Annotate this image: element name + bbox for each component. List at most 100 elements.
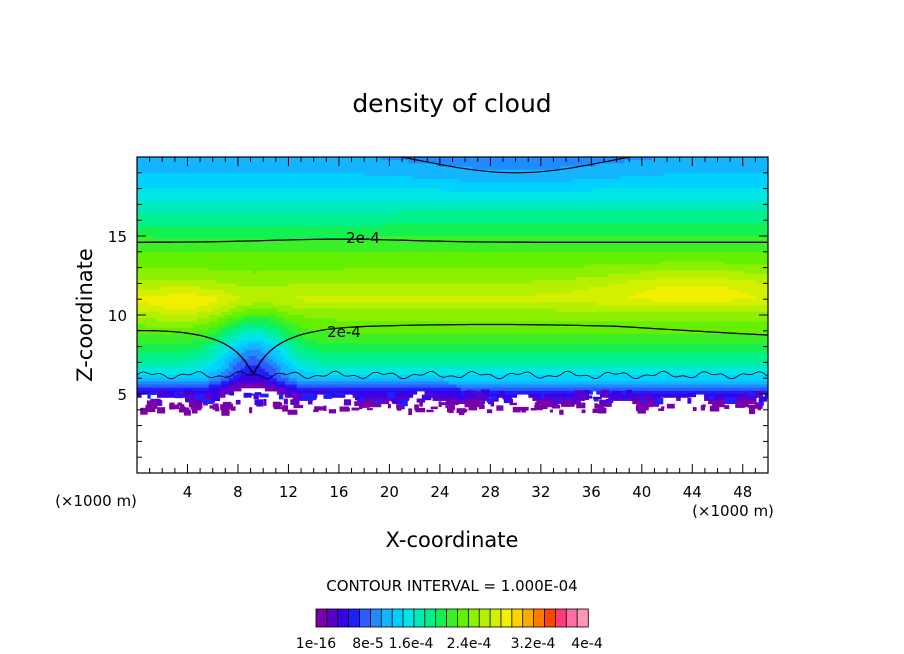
density-cell [616, 194, 621, 199]
density-cell [576, 175, 581, 180]
density-cell [412, 166, 418, 171]
density-cell [704, 160, 709, 164]
density-cell [436, 226, 442, 231]
density-cell [572, 239, 577, 243]
density-cell [568, 239, 573, 243]
density-cell [236, 210, 242, 215]
density-cell [240, 169, 246, 174]
density-cell [232, 188, 238, 193]
density-cell [664, 160, 669, 164]
density-cell [700, 213, 705, 218]
density-cell [692, 160, 697, 164]
density-cell [616, 251, 621, 256]
density-cell [452, 179, 458, 183]
density-cell [340, 157, 346, 161]
density-cell [632, 198, 637, 202]
density-cell [432, 166, 438, 171]
density-cell [328, 182, 334, 187]
density-cell [700, 175, 705, 180]
density-cell [156, 236, 162, 240]
density-cell [692, 182, 697, 187]
density-cell [500, 245, 506, 250]
density-cell [220, 213, 226, 218]
density-cell [416, 223, 422, 228]
density-cell [564, 172, 569, 177]
density-cell [548, 163, 553, 168]
density-cell [680, 169, 685, 174]
density-cell [384, 251, 390, 256]
density-cell [372, 242, 378, 247]
density-cell [396, 220, 402, 224]
density-cell [428, 172, 434, 177]
density-cell [272, 179, 278, 183]
density-cell [752, 210, 757, 215]
density-cell [528, 229, 533, 234]
density-cell [220, 204, 226, 209]
density-cell [152, 160, 158, 164]
density-cell [636, 191, 641, 196]
density-cell [420, 226, 426, 231]
density-cell [608, 210, 613, 215]
density-cell [200, 175, 206, 180]
density-cell [688, 191, 693, 196]
density-cell [740, 172, 745, 177]
density-cell [340, 166, 346, 171]
density-cell [300, 213, 306, 218]
density-cell [176, 229, 182, 234]
density-cell [752, 175, 757, 180]
density-cell [436, 182, 442, 187]
density-cell [372, 182, 378, 187]
density-cell [164, 194, 170, 199]
density-cell [412, 217, 418, 221]
density-cell [632, 251, 637, 256]
density-cell [300, 204, 306, 209]
density-cell [228, 201, 234, 205]
density-cell [288, 210, 294, 215]
density-cell [712, 236, 717, 240]
density-cell [364, 201, 370, 205]
density-cell [620, 251, 625, 256]
density-cell [504, 198, 510, 202]
density-cell [396, 198, 402, 202]
density-cell [364, 220, 370, 224]
density-cell [424, 232, 430, 237]
density-cell [236, 179, 242, 183]
density-cell [280, 239, 286, 243]
density-cell [444, 242, 450, 247]
density-cell [716, 204, 721, 209]
density-cell [220, 245, 226, 250]
density-cell [636, 160, 641, 164]
density-cell [304, 242, 310, 247]
density-cell [500, 201, 506, 205]
density-cell [672, 204, 677, 209]
density-cell [656, 210, 661, 215]
density-cell [436, 169, 442, 174]
density-cell [232, 254, 238, 259]
density-cell [332, 201, 338, 205]
density-cell [360, 226, 366, 231]
density-cell [224, 175, 230, 180]
density-cell [208, 160, 214, 164]
density-cell [464, 217, 470, 221]
density-cell [364, 239, 370, 243]
density-cell [356, 169, 362, 174]
density-cell [700, 223, 705, 228]
density-cell [576, 163, 581, 168]
density-cell [148, 232, 154, 237]
density-cell [284, 213, 290, 218]
density-cell [336, 242, 342, 247]
density-cell [368, 169, 374, 174]
density-cell [324, 198, 330, 202]
density-cell [600, 166, 605, 171]
density-cell [196, 245, 202, 250]
density-cell [752, 182, 757, 187]
density-cell [424, 163, 430, 168]
density-cell [400, 226, 406, 231]
density-cell [244, 245, 250, 250]
density-cell [744, 239, 749, 243]
density-cell [536, 172, 541, 177]
density-cell [472, 188, 478, 193]
density-cell [396, 210, 402, 215]
density-cell [268, 198, 274, 202]
density-cell [460, 236, 466, 240]
